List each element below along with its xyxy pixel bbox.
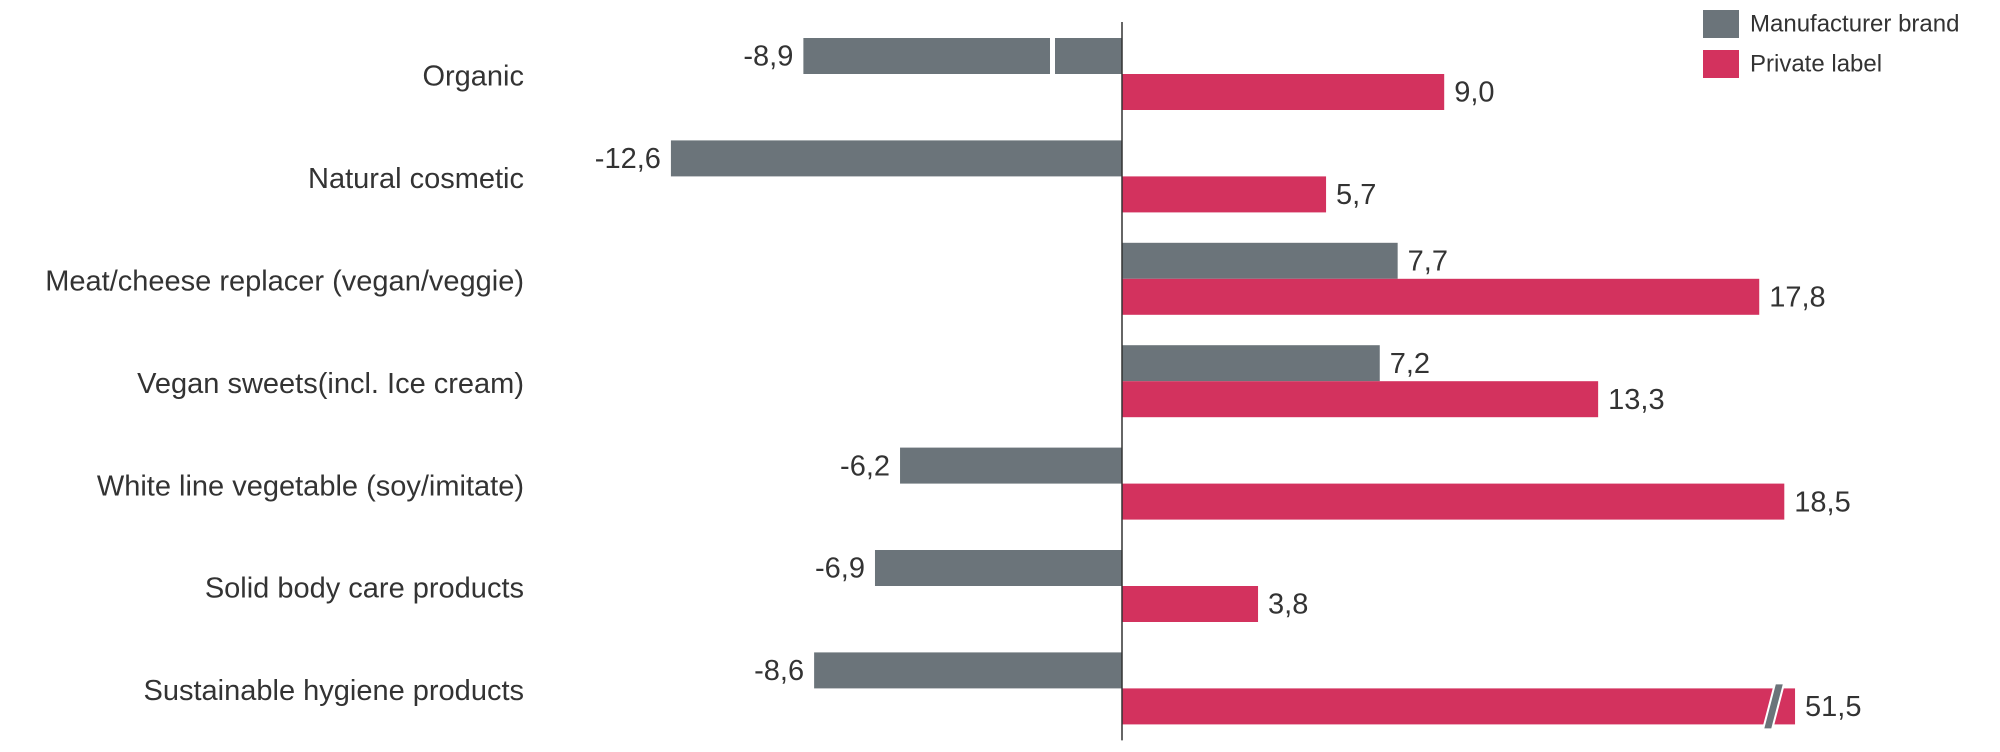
bar-manufacturer-brand-vegan-sweets-incl-ice-cream: [1122, 345, 1380, 382]
bar-private-label-organic: [1122, 74, 1445, 110]
category-label-white-line-vegetable-soy-imitate: White line vegetable (soy/imitate): [97, 470, 524, 502]
legend-swatch-private-label: [1703, 50, 1739, 78]
axis-break-marker: [1761, 682, 1786, 731]
bar-manufacturer-brand-white-line-vegetable-soy-imitate: [900, 447, 1122, 484]
bar-gap-manufacturer-brand-organic: [1050, 37, 1055, 75]
category-label-meat-cheese-replacer-vegan-veggie: Meat/cheese replacer (vegan/veggie): [45, 265, 524, 297]
category-label-vegan-sweets-incl-ice-cream: Vegan sweets(incl. Ice cream): [137, 368, 524, 400]
bar-private-label-white-line-vegetable-soy-imitate: [1122, 483, 1785, 520]
value-label-manufacturer-brand-solid-body-care-products: -6,9: [815, 553, 865, 585]
bar-manufacturer-brand-solid-body-care-products: [874, 550, 1122, 586]
bar-private-label-vegan-sweets-incl-ice-cream: [1122, 381, 1599, 418]
value-label-private-label-solid-body-care-products: 3,8: [1268, 589, 1308, 621]
category-label-sustainable-hygiene-products: Sustainable hygiene products: [144, 675, 524, 707]
value-label-private-label-white-line-vegetable-soy-imitate: 18,5: [1794, 486, 1850, 518]
bar-manufacturer-brand-natural-cosmetic: [670, 140, 1122, 177]
category-label-organic: Organic: [422, 61, 524, 93]
value-label-manufacturer-brand-white-line-vegetable-soy-imitate: -6,2: [840, 450, 890, 482]
value-label-private-label-organic: 9,0: [1454, 77, 1494, 109]
value-label-private-label-vegan-sweets-incl-ice-cream: 13,3: [1608, 384, 1664, 416]
bar-private-label-natural-cosmetic: [1122, 176, 1327, 213]
value-label-manufacturer-brand-meat-cheese-replacer-vegan-veggie: 7,7: [1408, 245, 1448, 277]
bar-manufacturer-brand-organic: [803, 38, 1122, 74]
category-label-solid-body-care-products: Solid body care products: [205, 573, 524, 605]
labels-layer: Organic -8,9 9,0 Natural cosmetic -12,6 5,7 Me…: [45, 41, 1861, 723]
legend-swatch-manufacturer-brand: [1703, 10, 1739, 38]
bar-private-label-solid-body-care-products: [1122, 586, 1259, 622]
value-label-manufacturer-brand-organic: -8,9: [743, 41, 793, 73]
legend-label-private-label: Private label: [1750, 50, 1882, 77]
bar-manufacturer-brand-meat-cheese-replacer-vegan-veggie: [1122, 242, 1398, 279]
value-label-private-label-meat-cheese-replacer-vegan-veggie: 17,8: [1769, 281, 1825, 313]
bar-private-label-meat-cheese-replacer-vegan-veggie: [1122, 278, 1760, 315]
bar-manufacturer-brand-sustainable-hygiene-products: [814, 652, 1122, 689]
value-label-private-label-natural-cosmetic: 5,7: [1336, 179, 1376, 211]
bar-private-label-sustainable-hygiene-products: [1122, 688, 1796, 725]
value-label-private-label-sustainable-hygiene-products: 51,5: [1805, 691, 1861, 723]
value-label-manufacturer-brand-vegan-sweets-incl-ice-cream: 7,2: [1390, 348, 1430, 380]
value-label-manufacturer-brand-natural-cosmetic: -12,6: [595, 143, 661, 175]
bars-layer: [670, 37, 1796, 731]
legend-label-manufacturer-brand: Manufacturer brand: [1750, 10, 1959, 37]
legend: Manufacturer brand Private label: [1703, 10, 1959, 78]
category-label-natural-cosmetic: Natural cosmetic: [308, 163, 524, 195]
value-label-manufacturer-brand-sustainable-hygiene-products: -8,6: [754, 655, 804, 687]
